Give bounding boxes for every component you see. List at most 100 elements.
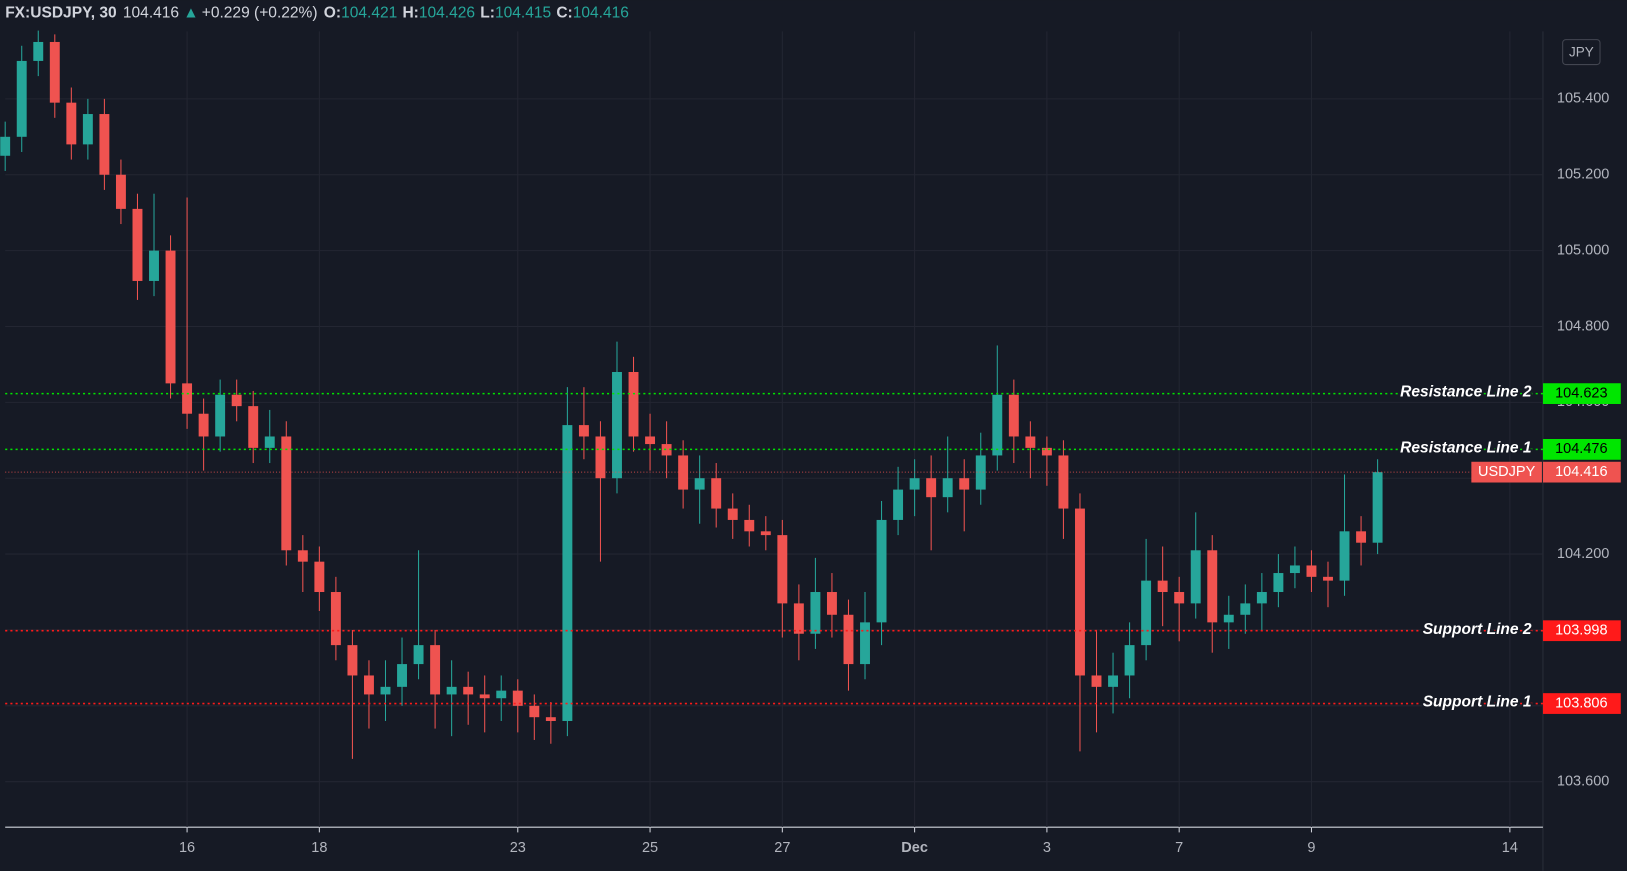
candle-body <box>231 394 242 407</box>
last-price-tag <box>1542 461 1621 483</box>
last-price-label: 104.416 <box>1555 464 1607 480</box>
candle-body <box>661 444 672 456</box>
plot <box>0 30 1383 759</box>
candle-body <box>694 478 705 490</box>
candle-body <box>413 645 424 665</box>
level-name: Resistance Line 2 <box>1400 384 1532 401</box>
candle-body <box>1124 645 1135 676</box>
y-tick-label: 104.200 <box>1557 546 1609 562</box>
candle-body <box>198 413 209 437</box>
candle-body <box>1207 550 1218 623</box>
candle-body <box>82 114 93 145</box>
ohlc-label: H: <box>402 5 418 22</box>
candle-body <box>826 592 837 615</box>
candle-body <box>512 690 523 706</box>
ohlc-label: C: <box>556 5 572 22</box>
candle-body <box>595 436 606 479</box>
candle-body <box>810 592 821 634</box>
candle-body <box>1157 580 1168 593</box>
level-tag <box>1542 439 1621 460</box>
candle-body <box>281 436 292 551</box>
x-tick-label: 9 <box>1307 840 1315 856</box>
candle-body <box>314 561 325 593</box>
currency-button[interactable] <box>1562 39 1601 66</box>
level-value: 104.476 <box>1555 441 1607 457</box>
ohlc-value: 104.415 <box>495 5 551 22</box>
candle-body <box>149 250 159 281</box>
candle-body <box>1190 550 1201 604</box>
candle-body <box>380 686 391 695</box>
candle-body <box>49 41 60 103</box>
candle-body <box>1141 580 1152 646</box>
candle-body <box>330 592 341 646</box>
candle-body <box>909 478 920 490</box>
y-tick-label: 104.800 <box>1557 318 1609 334</box>
last-price: 104.416 <box>123 5 179 22</box>
candle-body <box>430 645 441 695</box>
overlays: USDJPY 104.416 Resistance Line 2 104.623 Res… <box>5 382 1621 714</box>
x-tick-label: 3 <box>1043 840 1051 856</box>
x-tick-label: 27 <box>774 840 790 856</box>
y-tick-label: 105.200 <box>1557 167 1609 183</box>
candle-body <box>1240 603 1251 615</box>
ohlc-value: 104.426 <box>419 5 475 22</box>
x-tick-label: 7 <box>1175 840 1183 856</box>
candle-body <box>578 425 589 437</box>
currency-button-label[interactable]: JPY <box>1569 45 1594 60</box>
y-tick-label: 103.600 <box>1557 774 1609 790</box>
candle-body <box>66 102 77 145</box>
candle-body <box>760 531 771 536</box>
ohlc-value: 104.421 <box>341 5 397 22</box>
header: FX:USDJPY, 30 104.416 ▲ +0.229 (+0.22%) O:10… <box>5 5 629 22</box>
candle-body <box>959 478 970 490</box>
candle-body <box>182 383 193 414</box>
y-tick-label: 105.000 <box>1557 242 1609 258</box>
candle-body <box>992 394 1003 456</box>
level-tag <box>1542 620 1621 642</box>
change: +0.229 (+0.22%) <box>202 5 318 22</box>
candle-body <box>529 705 540 718</box>
candle-body <box>1091 675 1102 687</box>
level-name: Resistance Line 1 <box>1400 439 1531 456</box>
candle-body <box>1356 531 1367 543</box>
candle-body <box>711 478 722 509</box>
candle-body <box>1306 565 1317 577</box>
candle-body <box>1174 592 1185 604</box>
level-value: 104.623 <box>1555 385 1607 401</box>
candle-body <box>793 603 804 634</box>
x-tick-label: 23 <box>510 840 526 856</box>
change-arrow: ▲ <box>183 5 198 22</box>
candle-body <box>248 406 259 448</box>
candle-body <box>1108 675 1119 687</box>
candle-body <box>727 508 738 520</box>
x-tick-label: 18 <box>311 840 327 856</box>
candle-body <box>1372 472 1383 543</box>
candle-body <box>446 686 457 695</box>
ohlc-label: L: <box>480 5 495 22</box>
candle-body <box>99 114 110 175</box>
candle-body <box>1058 455 1069 509</box>
candle-body <box>463 686 474 695</box>
symbol-tag-label: USDJPY <box>1478 464 1536 480</box>
candle-body <box>628 371 639 437</box>
candle-body <box>744 519 755 532</box>
candle-body <box>1273 573 1284 593</box>
level-tag <box>1542 693 1621 714</box>
candle-body <box>860 622 870 665</box>
candle-body <box>678 455 689 490</box>
x-tick-label: 25 <box>642 840 658 856</box>
y-tick-label: 105.400 <box>1557 91 1609 107</box>
candle-body <box>397 664 407 687</box>
candle-body <box>926 478 937 498</box>
candle-body <box>876 519 887 623</box>
candle-body <box>347 645 358 676</box>
candle-body <box>1041 447 1052 456</box>
candle-body <box>1339 531 1350 581</box>
candle-body <box>363 675 374 695</box>
candle-body <box>215 394 226 437</box>
x-tick-label: Dec <box>901 840 928 856</box>
candle-body <box>264 436 275 448</box>
candle-body <box>562 425 573 721</box>
